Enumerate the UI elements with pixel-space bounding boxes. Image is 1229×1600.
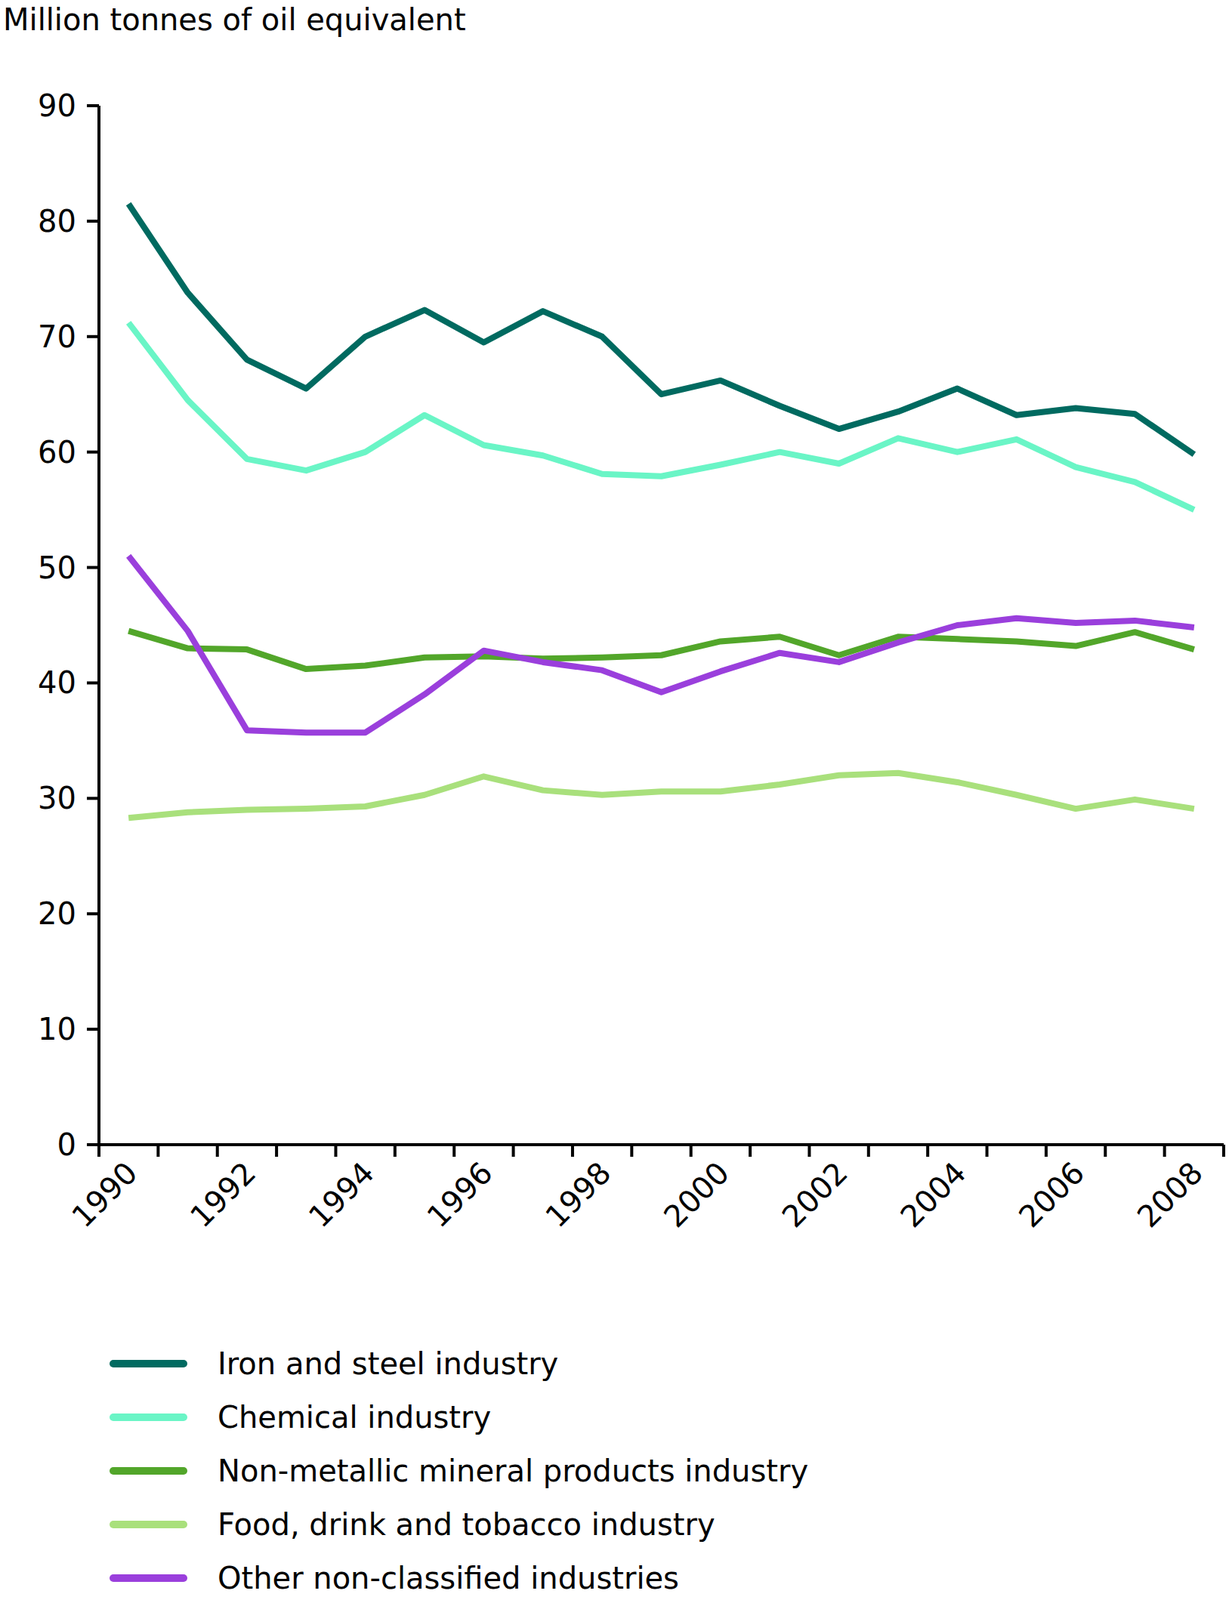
y-tick [86, 566, 99, 570]
legend-label: Food, drink and tobacco industry [217, 1507, 716, 1543]
x-tick [156, 1145, 160, 1158]
y-tick [86, 219, 99, 223]
x-tick [97, 1145, 101, 1158]
y-tick-label: 90 [37, 88, 77, 124]
x-tick [867, 1145, 871, 1158]
y-axis-label: Million tonnes of oil equivalent [3, 2, 467, 38]
legend-swatch [113, 1414, 184, 1422]
y-tick [86, 104, 99, 108]
legend-swatch [113, 1521, 184, 1529]
series-line [128, 555, 1195, 733]
x-tick [571, 1145, 575, 1158]
y-tick-label: 20 [37, 896, 77, 932]
x-tick [333, 1145, 337, 1158]
legend-label: Other non-classified industries [217, 1561, 680, 1597]
legend-label: Chemical industry [217, 1400, 491, 1436]
y-tick [86, 335, 99, 339]
series-line [128, 631, 1195, 670]
x-tick [689, 1145, 693, 1158]
y-tick [86, 796, 99, 800]
y-tick-label: 0 [57, 1127, 77, 1163]
x-tick [926, 1145, 930, 1158]
x-tick [629, 1145, 634, 1158]
x-tick-label: 1996 [419, 1155, 500, 1236]
series-line [128, 322, 1195, 510]
x-tick [512, 1145, 516, 1158]
y-tick-label: 60 [37, 435, 77, 470]
x-tick-label: 1998 [538, 1155, 618, 1236]
x-tick-label: 2000 [657, 1155, 737, 1236]
y-tick [86, 450, 99, 454]
y-tick-label: 40 [37, 665, 77, 701]
y-tick-label: 80 [37, 203, 77, 239]
x-tick-label: 1994 [302, 1155, 382, 1236]
series-line [128, 203, 1195, 455]
x-tick [1044, 1145, 1048, 1158]
y-tick [86, 912, 99, 916]
legend-swatch [113, 1467, 184, 1476]
x-tick [985, 1145, 989, 1158]
y-tick-label: 70 [37, 319, 77, 355]
legend-label: Non-metallic mineral products industry [217, 1454, 809, 1489]
x-tick [1163, 1145, 1167, 1158]
plot-area [128, 203, 1195, 819]
x-tick [274, 1145, 278, 1158]
x-tick [1103, 1145, 1107, 1158]
legend-label: Iron and steel industry [217, 1346, 559, 1382]
x-tick-label: 2004 [893, 1155, 973, 1236]
x-tick [216, 1145, 220, 1158]
x-tick [393, 1145, 397, 1158]
chart: Million tonnes of oil equivalent 0 10 20 30 4… [0, 0, 1229, 1600]
x-tick-label: 2008 [1130, 1155, 1211, 1236]
x-tick [748, 1145, 752, 1158]
y-tick [86, 1028, 99, 1032]
x-tick-label: 1990 [64, 1155, 145, 1236]
y-tick [86, 1143, 99, 1147]
x-tick [1222, 1145, 1226, 1158]
legend-swatch [113, 1360, 184, 1368]
x-axis-line [98, 1143, 1224, 1147]
legend-swatch [113, 1574, 184, 1583]
x-tick-label: 1992 [183, 1155, 263, 1236]
y-axis-line [97, 105, 101, 1146]
series-line [128, 773, 1195, 819]
y-tick-label: 30 [37, 781, 77, 816]
y-tick [86, 681, 99, 685]
x-tick-label: 2002 [775, 1155, 855, 1236]
x-tick [452, 1145, 456, 1158]
y-tick-label: 50 [37, 550, 77, 586]
x-tick [807, 1145, 811, 1158]
x-tick-label: 2006 [1012, 1155, 1092, 1236]
y-tick-label: 10 [37, 1012, 77, 1047]
